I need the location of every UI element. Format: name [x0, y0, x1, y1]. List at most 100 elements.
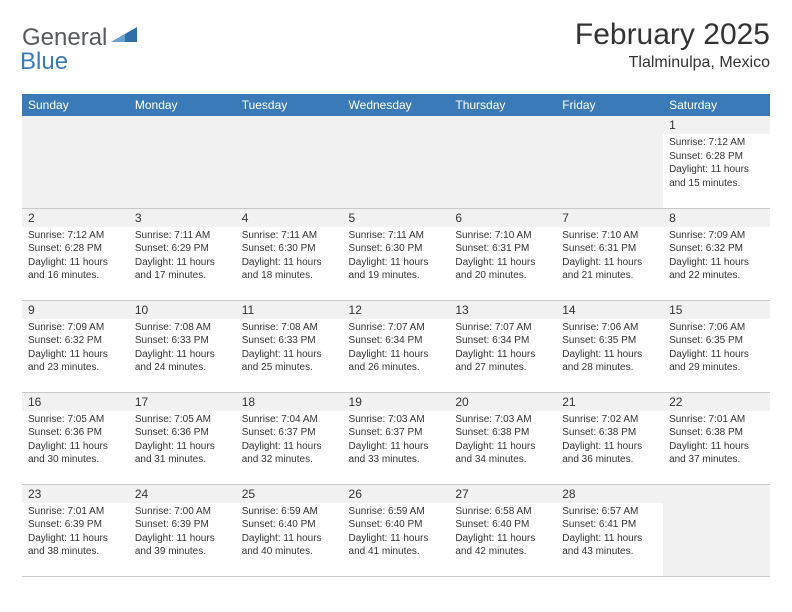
sunrise-text: Sunrise: 7:12 AM: [669, 136, 764, 150]
logo-flag-icon: [111, 24, 137, 44]
day-cell: 13Sunrise: 7:07 AMSunset: 6:34 PMDayligh…: [449, 300, 556, 392]
week-row: 16Sunrise: 7:05 AMSunset: 6:36 PMDayligh…: [22, 392, 770, 484]
daylight-text: Daylight: 11 hours and 26 minutes.: [349, 348, 444, 375]
sunrise-text: Sunrise: 7:06 AM: [562, 321, 657, 335]
sunrise-text: Sunrise: 7:08 AM: [135, 321, 230, 335]
daylight-text: Daylight: 11 hours and 15 minutes.: [669, 163, 764, 190]
daylight-text: Daylight: 11 hours and 36 minutes.: [562, 440, 657, 467]
week-row: 9Sunrise: 7:09 AMSunset: 6:32 PMDaylight…: [22, 300, 770, 392]
day-cell: 24Sunrise: 7:00 AMSunset: 6:39 PMDayligh…: [129, 484, 236, 576]
day-cell: 2 Sunrise: 7:12 AMSunset: 6:28 PMDaylight…: [22, 208, 129, 300]
day-cell: 23Sunrise: 7:01 AMSunset: 6:39 PMDayligh…: [22, 484, 129, 576]
sunset-text: Sunset: 6:40 PM: [455, 518, 550, 532]
day-cell: 28Sunrise: 6:57 AMSunset: 6:41 PMDayligh…: [556, 484, 663, 576]
day-number: 19: [343, 393, 450, 411]
daylight-text: Daylight: 11 hours and 17 minutes.: [135, 256, 230, 283]
sunrise-text: Sunrise: 6:59 AM: [349, 505, 444, 519]
sunrise-text: Sunrise: 7:07 AM: [455, 321, 550, 335]
day-cell: 7Sunrise: 7:10 AMSunset: 6:31 PMDaylight…: [556, 208, 663, 300]
day-number: 17: [129, 393, 236, 411]
daylight-text: Daylight: 11 hours and 39 minutes.: [135, 532, 230, 559]
day-header-tuesday: Tuesday: [236, 94, 343, 116]
day-cell: 14Sunrise: 7:06 AMSunset: 6:35 PMDayligh…: [556, 300, 663, 392]
empty-cell: [22, 116, 129, 208]
sunset-text: Sunset: 6:32 PM: [669, 242, 764, 256]
day-number: 2: [22, 209, 129, 227]
empty-cell: [129, 116, 236, 208]
sunset-text: Sunset: 6:34 PM: [455, 334, 550, 348]
sunrise-text: Sunrise: 7:01 AM: [669, 413, 764, 427]
daylight-text: Daylight: 11 hours and 21 minutes.: [562, 256, 657, 283]
location-label: Tlalminulpa, Mexico: [575, 54, 770, 72]
day-header-sunday: Sunday: [22, 94, 129, 116]
day-number: 24: [129, 485, 236, 503]
day-header-monday: Monday: [129, 94, 236, 116]
sunset-text: Sunset: 6:31 PM: [455, 242, 550, 256]
sunset-text: Sunset: 6:28 PM: [28, 242, 123, 256]
sunrise-text: Sunrise: 7:10 AM: [455, 229, 550, 243]
day-header-wednesday: Wednesday: [343, 94, 450, 116]
day-cell: 8Sunrise: 7:09 AMSunset: 6:32 PMDaylight…: [663, 208, 770, 300]
day-cell: 16Sunrise: 7:05 AMSunset: 6:36 PMDayligh…: [22, 392, 129, 484]
daylight-text: Daylight: 11 hours and 38 minutes.: [28, 532, 123, 559]
day-header-friday: Friday: [556, 94, 663, 116]
day-number: 21: [556, 393, 663, 411]
day-cell: 20Sunrise: 7:03 AMSunset: 6:38 PMDayligh…: [449, 392, 556, 484]
sunset-text: Sunset: 6:33 PM: [242, 334, 337, 348]
day-cell: 6Sunrise: 7:10 AMSunset: 6:31 PMDaylight…: [449, 208, 556, 300]
daylight-text: Daylight: 11 hours and 31 minutes.: [135, 440, 230, 467]
logo-blue-wrap: Blue: [22, 48, 68, 76]
day-number: 1: [663, 116, 770, 134]
sunset-text: Sunset: 6:34 PM: [349, 334, 444, 348]
sunset-text: Sunset: 6:40 PM: [349, 518, 444, 532]
sunset-text: Sunset: 6:32 PM: [28, 334, 123, 348]
day-cell: 5Sunrise: 7:11 AMSunset: 6:30 PMDaylight…: [343, 208, 450, 300]
sunset-text: Sunset: 6:36 PM: [135, 426, 230, 440]
title-block: February 2025 Tlalminulpa, Mexico: [575, 18, 770, 72]
sunrise-text: Sunrise: 7:09 AM: [28, 321, 123, 335]
sunrise-text: Sunrise: 7:02 AM: [562, 413, 657, 427]
daylight-text: Daylight: 11 hours and 41 minutes.: [349, 532, 444, 559]
daylight-text: Daylight: 11 hours and 24 minutes.: [135, 348, 230, 375]
day-number: 28: [556, 485, 663, 503]
day-number: 22: [663, 393, 770, 411]
daylight-text: Daylight: 11 hours and 34 minutes.: [455, 440, 550, 467]
day-cell: 21Sunrise: 7:02 AMSunset: 6:38 PMDayligh…: [556, 392, 663, 484]
week-row: 23Sunrise: 7:01 AMSunset: 6:39 PMDayligh…: [22, 484, 770, 576]
day-number: 27: [449, 485, 556, 503]
sunrise-text: Sunrise: 7:11 AM: [349, 229, 444, 243]
logo-text-blue: Blue: [20, 48, 68, 75]
day-cell: 3Sunrise: 7:11 AMSunset: 6:29 PMDaylight…: [129, 208, 236, 300]
sunset-text: Sunset: 6:35 PM: [669, 334, 764, 348]
week-row: 1Sunrise: 7:12 AMSunset: 6:28 PMDaylight…: [22, 116, 770, 208]
day-cell: 12Sunrise: 7:07 AMSunset: 6:34 PMDayligh…: [343, 300, 450, 392]
day-number: 14: [556, 301, 663, 319]
day-number: 11: [236, 301, 343, 319]
daylight-text: Daylight: 11 hours and 43 minutes.: [562, 532, 657, 559]
day-number: 20: [449, 393, 556, 411]
sunrise-text: Sunrise: 7:12 AM: [28, 229, 123, 243]
sunset-text: Sunset: 6:40 PM: [242, 518, 337, 532]
daylight-text: Daylight: 11 hours and 16 minutes.: [28, 256, 123, 283]
sunset-text: Sunset: 6:39 PM: [135, 518, 230, 532]
day-cell: 9Sunrise: 7:09 AMSunset: 6:32 PMDaylight…: [22, 300, 129, 392]
day-number: 4: [236, 209, 343, 227]
sunrise-text: Sunrise: 7:03 AM: [455, 413, 550, 427]
day-cell: 11Sunrise: 7:08 AMSunset: 6:33 PMDayligh…: [236, 300, 343, 392]
day-number: 16: [22, 393, 129, 411]
day-number: 6: [449, 209, 556, 227]
daylight-text: Daylight: 11 hours and 32 minutes.: [242, 440, 337, 467]
day-header-thursday: Thursday: [449, 94, 556, 116]
day-cell: 1Sunrise: 7:12 AMSunset: 6:28 PMDaylight…: [663, 116, 770, 208]
sunset-text: Sunset: 6:37 PM: [349, 426, 444, 440]
sunrise-text: Sunrise: 7:08 AM: [242, 321, 337, 335]
daylight-text: Daylight: 11 hours and 42 minutes.: [455, 532, 550, 559]
day-cell: 10Sunrise: 7:08 AMSunset: 6:33 PMDayligh…: [129, 300, 236, 392]
day-cell: 17Sunrise: 7:05 AMSunset: 6:36 PMDayligh…: [129, 392, 236, 484]
calendar-page: General February 2025 Tlalminulpa, Mexic…: [0, 0, 792, 595]
day-number: 13: [449, 301, 556, 319]
day-number: 25: [236, 485, 343, 503]
sunset-text: Sunset: 6:36 PM: [28, 426, 123, 440]
sunset-text: Sunset: 6:39 PM: [28, 518, 123, 532]
sunset-text: Sunset: 6:37 PM: [242, 426, 337, 440]
